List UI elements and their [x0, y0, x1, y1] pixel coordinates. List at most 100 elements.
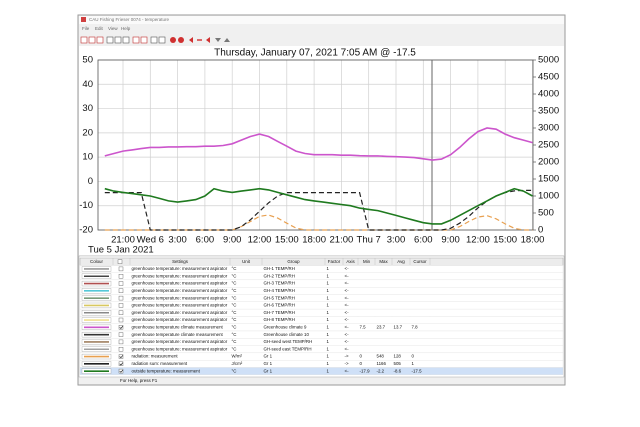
x-tick-label: Thu 7: [357, 235, 381, 246]
row-checkbox[interactable]: [118, 295, 124, 301]
row-checkbox[interactable]: [118, 332, 124, 337]
tool-button[interactable]: [88, 36, 96, 44]
cell-settings: radiation: measurement: [132, 354, 179, 359]
row-checkbox[interactable]: [118, 325, 124, 330]
cell-group: GH-3 TEMP/RH: [264, 281, 295, 286]
cell-axis: <-: [345, 266, 350, 271]
cell-factor: 1: [327, 354, 330, 359]
series-line: [104, 127, 533, 161]
cell-unit: °C: [232, 317, 237, 322]
tool-button[interactable]: [106, 36, 114, 44]
column-header[interactable]: Group: [287, 259, 300, 264]
menu-item[interactable]: Edit: [95, 26, 104, 31]
row-checkbox[interactable]: [118, 317, 124, 323]
title-bar: [79, 16, 564, 24]
x-tick-label: Wed 6: [137, 235, 164, 246]
y2-tick-label: 1500: [538, 174, 559, 185]
row-checkbox[interactable]: [118, 354, 124, 359]
cell-cursor: 7.8: [412, 325, 419, 330]
cell-axis: <-: [345, 325, 350, 330]
tool-button[interactable]: [215, 38, 221, 42]
cell-factor: 1: [327, 317, 330, 322]
row-checkbox[interactable]: [118, 266, 124, 272]
cell-group: Gr 1: [264, 361, 273, 366]
row-checkbox[interactable]: [118, 368, 124, 374]
cell-axis: <-: [345, 332, 350, 337]
tool-button[interactable]: [80, 36, 88, 44]
x-tick-label: 15:00: [493, 235, 517, 246]
y-tick-label: 40: [82, 79, 93, 90]
row-checkbox[interactable]: [118, 361, 124, 366]
tool-button[interactable]: [189, 37, 193, 43]
cell-factor: 1: [327, 281, 330, 286]
cell-group: GH-2 TEMP/RH: [264, 273, 295, 278]
column-header[interactable]: Cursor: [413, 259, 427, 264]
tool-button[interactable]: [150, 36, 158, 44]
row-checkbox[interactable]: [118, 274, 124, 279]
cell-settings: greenhouse temperature: measurement aspi…: [132, 288, 228, 293]
row-checkbox[interactable]: [118, 281, 124, 286]
cell-factor: 1: [327, 273, 330, 278]
x-tick-label: 18:00: [302, 235, 326, 246]
tool-button[interactable]: [224, 38, 230, 42]
tool-button[interactable]: [206, 37, 210, 43]
tool-button[interactable]: [140, 36, 148, 44]
cell-unit: °C: [232, 310, 237, 315]
cell-group: Gr 1: [264, 368, 273, 373]
menu-item[interactable]: View: [108, 26, 118, 31]
column-header[interactable]: Colour: [90, 259, 103, 264]
cell-group: Greenhouse climate 10: [264, 332, 310, 337]
y2-tick-label: 1000: [538, 191, 559, 202]
tool-button[interactable]: [158, 36, 166, 44]
checkmark: [119, 325, 124, 329]
cell-unit: °C: [232, 339, 237, 344]
tool-button[interactable]: [132, 36, 140, 44]
column-header[interactable]: Avg: [397, 259, 405, 264]
cell-settings: radiation sum: measurement: [132, 361, 188, 366]
y2-tick-label: 5000: [538, 55, 559, 66]
cell-settings: greenhouse temperature: measurement aspi…: [132, 303, 228, 308]
cell-settings: greenhouse temperature: measurement aspi…: [132, 310, 228, 315]
cell-unit: °C: [232, 332, 237, 337]
y2-tick-label: 0: [538, 225, 543, 236]
column-header[interactable]: Unit: [242, 259, 251, 264]
cell-factor: 1: [327, 346, 330, 351]
column-header[interactable]: Factor: [328, 259, 341, 264]
x-tick-label: 9:00: [441, 235, 460, 246]
menu-item[interactable]: Help: [121, 26, 131, 31]
menu-bar: File Edit View Help: [82, 26, 131, 31]
tool-button[interactable]: [122, 36, 130, 44]
menu-item[interactable]: File: [82, 26, 90, 31]
row-checkbox[interactable]: [118, 339, 124, 345]
cell-max: 1166: [377, 361, 387, 366]
cell-settings: greenhouse temperature: measurement aspi…: [132, 339, 228, 344]
checkmark: [119, 355, 124, 359]
cell-min: 7.5: [360, 325, 367, 330]
row-checkbox[interactable]: [118, 310, 124, 315]
row-checkbox[interactable]: [118, 303, 124, 308]
x-tick-label: 21:00: [330, 235, 354, 246]
checkmark: [119, 369, 124, 373]
row-checkbox[interactable]: [118, 288, 124, 293]
tool-button[interactable]: [96, 36, 104, 44]
column-header[interactable]: Min: [363, 259, 371, 264]
tool-button[interactable]: [170, 37, 176, 43]
cell-settings: greenhouse temperature: measurement aspi…: [132, 273, 228, 278]
x-tick-label: 6:00: [414, 235, 433, 246]
cell-min: -17.9: [360, 368, 371, 373]
cell-axis: <-: [345, 295, 350, 300]
column-header[interactable]: Axis: [346, 259, 355, 264]
x-tick-label: 18:00: [521, 235, 545, 246]
window-title: CAU Fishing Frieser 0074 - temperature: [89, 17, 170, 22]
tool-button[interactable]: [114, 36, 122, 44]
table-row[interactable]: [79, 367, 564, 375]
column-header[interactable]: Max: [379, 259, 388, 264]
row-checkbox[interactable]: [118, 347, 124, 352]
cell-avg: 505: [394, 361, 402, 366]
cell-factor: 1: [327, 288, 330, 293]
column-header[interactable]: Settings: [172, 259, 189, 264]
tool-button[interactable]: [178, 37, 184, 43]
cell-group: GH-4 TEMP/RH: [264, 288, 295, 293]
y2-tick-label: 2500: [538, 140, 559, 151]
